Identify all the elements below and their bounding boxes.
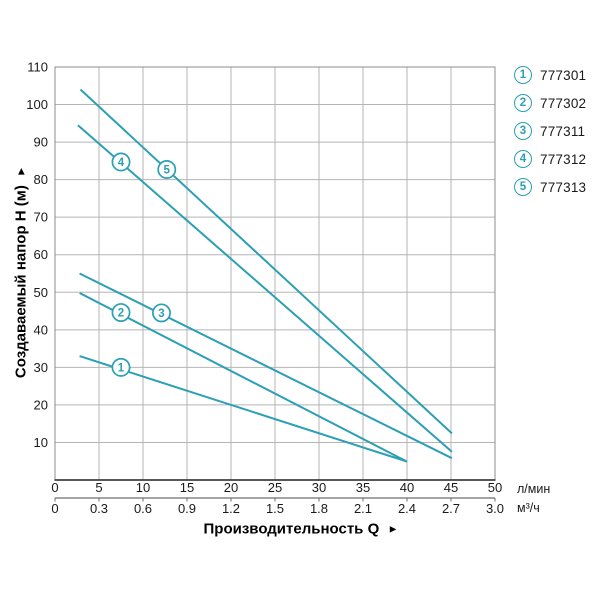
x2-tick-label: 2.1	[354, 501, 372, 516]
x-axis-arrow-icon: ►	[387, 523, 399, 536]
x-tick-label: 10	[136, 480, 150, 495]
x-tick-label: 30	[312, 480, 326, 495]
legend-item: 2 777302	[514, 94, 586, 112]
x-tick-label: 0	[51, 480, 58, 495]
y-tick-label: 70	[34, 210, 48, 225]
legend: 1 777301 2 777302 3 777311 4 777312 5 77…	[514, 66, 586, 206]
x-tick-label: 35	[356, 480, 370, 495]
x-axis-title-text: Производительность Q	[203, 520, 380, 538]
curve-777311	[79, 272, 453, 460]
legend-marker-5: 5	[514, 178, 532, 196]
legend-label-2: 777302	[540, 95, 587, 111]
y-tick-label: 100	[26, 97, 48, 112]
curve-marker-number-1: 1	[118, 362, 125, 374]
curve-777302	[79, 292, 408, 463]
x2-tick-label: 1.8	[310, 501, 328, 516]
x2-tick-label: 1.2	[222, 501, 240, 516]
x-tick-label: 5	[95, 480, 102, 495]
x2-tick-label: 2.7	[442, 501, 460, 516]
y-tick-label: 50	[34, 285, 48, 300]
x2-tick-label: 0.9	[178, 501, 196, 516]
y-tick-label: 60	[34, 247, 48, 262]
y-axis-arrow-icon: ►	[15, 165, 28, 177]
curve-marker-circle-1	[111, 357, 131, 377]
curve-marker-circle-4	[111, 152, 131, 172]
legend-item: 5 777313	[514, 178, 586, 196]
curve-777312	[77, 124, 453, 453]
x-tick-label: 45	[444, 480, 458, 495]
curve-marker-number-4: 4	[118, 157, 125, 169]
legend-marker-2: 2	[514, 94, 532, 112]
curve-marker-circle-5	[157, 160, 177, 179]
curve-marker-circle-2	[111, 303, 131, 322]
y-tick-label: 20	[34, 397, 48, 412]
x-axis-unit-m3-h: м³/ч	[517, 501, 540, 515]
x2-tick-label: 3.0	[486, 501, 504, 516]
legend-marker-1: 1	[514, 66, 532, 84]
x-tick-label: 15	[180, 480, 194, 495]
x2-tick-label: 1.5	[266, 501, 284, 516]
x2-tick-label: 0.3	[90, 501, 108, 516]
curve-777301	[79, 355, 408, 463]
curve-marker-number-3: 3	[158, 308, 164, 320]
curve-marker-number-2: 2	[118, 308, 124, 320]
x-tick-label: 50	[488, 480, 502, 495]
y-tick-label: 30	[34, 360, 48, 375]
legend-label-5: 777313	[540, 179, 587, 195]
legend-item: 3 777311	[514, 122, 586, 140]
curve-marker-circle-3	[152, 303, 171, 323]
x2-tick-label: 0	[51, 501, 58, 516]
legend-item: 1 777301	[514, 66, 586, 84]
legend-item: 4 777312	[514, 150, 586, 168]
y-tick-label: 90	[34, 135, 48, 150]
x-axis-title: Производительность Q ►	[204, 521, 399, 538]
legend-marker-3: 3	[514, 122, 532, 140]
y-tick-label: 40	[34, 322, 48, 337]
legend-marker-4: 4	[514, 150, 532, 168]
curve-marker-number-5: 5	[164, 164, 171, 176]
curve-777313	[79, 88, 453, 435]
y-tick-label: 110	[27, 60, 48, 75]
y-axis-title-text: Создаваемый напор Н (м)	[12, 185, 30, 379]
y-tick-label: 80	[34, 172, 48, 187]
x2-tick-label: 0.6	[134, 501, 152, 516]
y-tick-label: 10	[34, 435, 48, 450]
x-axis-unit-l-min: л/мин	[517, 482, 551, 496]
x-tick-label: 40	[400, 480, 414, 495]
legend-label-4: 777312	[540, 151, 587, 167]
x-tick-label: 25	[268, 480, 282, 495]
y-axis-title: Создаваемый напор Н (м) ►	[13, 166, 30, 378]
legend-label-1: 777301	[540, 67, 587, 83]
x-tick-label: 20	[224, 480, 238, 495]
legend-label-3: 777311	[540, 123, 586, 139]
x2-tick-label: 2.4	[398, 501, 416, 516]
